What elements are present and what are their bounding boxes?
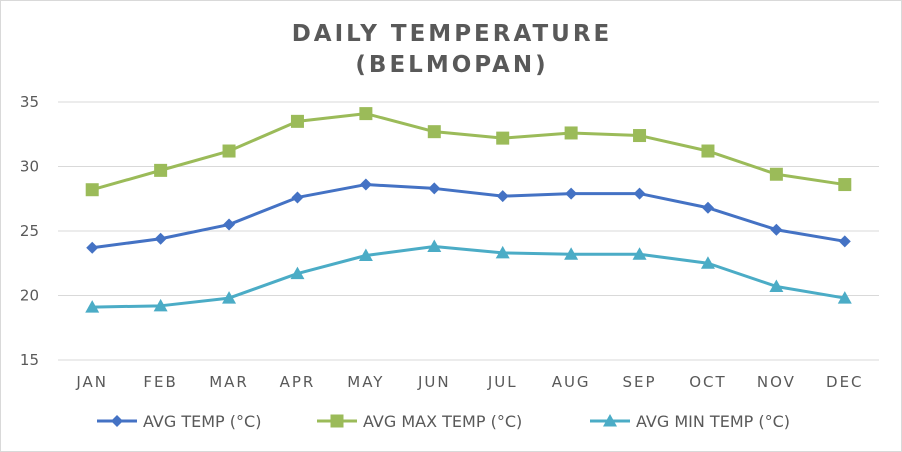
data-point-avg-temp-c xyxy=(565,187,578,200)
series-avg-max-temp-c xyxy=(85,107,852,197)
data-point-avg-max-temp-c xyxy=(427,125,441,139)
legend: AVG TEMP (°C) AVG MAX TEMP (°C) AVG MIN TE… xyxy=(97,412,790,431)
y-tick-label: 20 xyxy=(20,287,39,305)
gridlines xyxy=(58,101,879,361)
series-avg-min-temp-c xyxy=(85,239,852,313)
series-group xyxy=(85,107,852,313)
series-line-avg-min-temp-c xyxy=(90,244,847,309)
legend-label-avg-temp-c: AVG TEMP (°C) xyxy=(143,412,261,431)
data-point-avg-max-temp-c xyxy=(769,167,783,181)
x-tick-label: AUG xyxy=(552,373,591,391)
data-point-avg-temp-c xyxy=(838,235,851,248)
data-point-avg-temp-c xyxy=(770,223,783,236)
data-point-avg-temp-c xyxy=(633,187,646,200)
data-point-avg-temp-c xyxy=(496,190,509,203)
data-point-avg-temp-c xyxy=(428,182,441,195)
data-point-avg-min-temp-c xyxy=(427,239,442,252)
data-point-avg-temp-c xyxy=(359,178,372,191)
chart-title: DAILY TEMPERATURE xyxy=(292,21,613,47)
x-tick-label: APR xyxy=(280,373,316,391)
x-tick-label: MAY xyxy=(347,373,384,391)
y-tick-label: 30 xyxy=(20,158,39,176)
legend-marker-avg-temp-c xyxy=(111,415,123,427)
data-point-avg-max-temp-c xyxy=(154,163,168,177)
data-point-avg-max-temp-c xyxy=(633,129,647,143)
data-point-avg-temp-c xyxy=(701,201,714,214)
x-tick-label: JUN xyxy=(417,373,451,391)
data-point-avg-max-temp-c xyxy=(564,126,578,140)
y-tick-label: 35 xyxy=(20,93,39,111)
data-point-avg-max-temp-c xyxy=(85,183,99,197)
data-point-avg-max-temp-c xyxy=(838,178,852,192)
data-point-avg-temp-c xyxy=(223,218,236,231)
data-point-avg-min-temp-c xyxy=(290,266,305,280)
legend-item-avg-max-temp-c: AVG MAX TEMP (°C) xyxy=(317,412,522,431)
legend-marker-avg-min-temp-c xyxy=(603,414,617,427)
legend-item-avg-min-temp-c: AVG MIN TEMP (°C) xyxy=(590,412,790,431)
x-tick-label: FEB xyxy=(143,373,177,391)
y-tick-label: 25 xyxy=(20,222,39,240)
x-tick-label: OCT xyxy=(689,373,726,391)
data-point-avg-max-temp-c xyxy=(359,107,373,121)
y-tick-label: 15 xyxy=(20,351,39,369)
x-tick-label: JAN xyxy=(75,373,108,391)
data-point-avg-max-temp-c xyxy=(222,144,236,158)
data-point-avg-max-temp-c xyxy=(701,144,715,158)
data-point-avg-min-temp-c xyxy=(85,300,100,313)
data-point-avg-temp-c xyxy=(291,191,304,204)
chart-subtitle: (BELMOPAN) xyxy=(355,52,548,78)
x-axis-ticks: JAN FEB MAR APR MAY JUN JUL AUG SEP OCT NOV DEC xyxy=(75,373,864,391)
series-line-avg-temp-c xyxy=(90,183,847,250)
legend-item-avg-temp-c: AVG TEMP (°C) xyxy=(97,412,261,431)
data-point-avg-min-temp-c xyxy=(769,279,784,292)
data-point-avg-min-temp-c xyxy=(153,298,168,312)
data-point-avg-min-temp-c xyxy=(495,245,510,259)
legend-marker-avg-max-temp-c xyxy=(330,414,344,428)
data-point-avg-temp-c xyxy=(154,232,167,245)
data-point-avg-max-temp-c xyxy=(496,131,510,145)
data-point-avg-min-temp-c xyxy=(632,247,647,260)
data-point-avg-min-temp-c xyxy=(837,291,852,304)
data-point-avg-min-temp-c xyxy=(564,247,579,260)
data-point-avg-min-temp-c xyxy=(358,248,373,262)
x-tick-label: JUL xyxy=(487,373,518,391)
series-avg-temp-c xyxy=(86,178,851,254)
legend-label-avg-min-temp-c: AVG MIN TEMP (°C) xyxy=(636,412,790,431)
x-tick-label: SEP xyxy=(623,373,657,391)
x-tick-label: NOV xyxy=(757,373,796,391)
series-line-avg-max-temp-c xyxy=(90,112,847,192)
x-tick-label: DEC xyxy=(826,373,864,391)
data-point-avg-max-temp-c xyxy=(290,114,304,128)
legend-label-avg-max-temp-c: AVG MAX TEMP (°C) xyxy=(363,412,522,431)
data-point-avg-min-temp-c xyxy=(700,256,715,269)
y-axis-ticks: 15 20 25 30 35 xyxy=(20,93,39,369)
data-point-avg-temp-c xyxy=(86,241,99,254)
data-point-avg-min-temp-c xyxy=(222,291,237,304)
x-tick-label: MAR xyxy=(209,373,249,391)
